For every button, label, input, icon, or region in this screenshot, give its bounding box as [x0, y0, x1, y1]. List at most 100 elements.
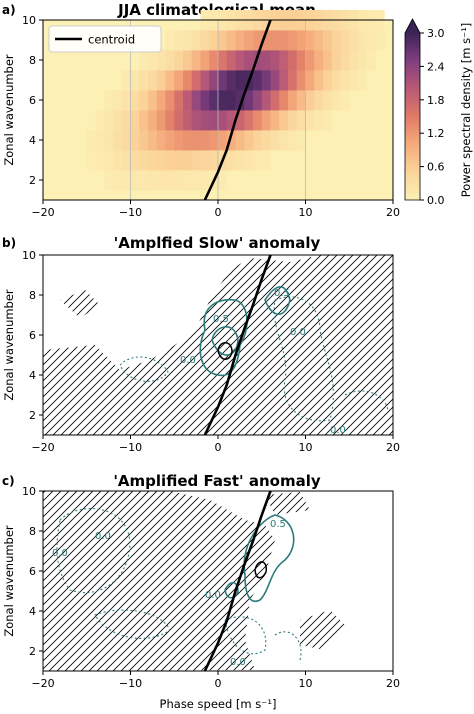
heatmap-cell: [244, 130, 254, 151]
heatmap-cell: [130, 130, 140, 151]
heatmap-cell: [305, 30, 315, 51]
heatmap-cell: [156, 150, 166, 171]
panel-b-ylabel: Zonal wavenumber: [2, 289, 16, 401]
heatmap-cell: [323, 50, 333, 71]
heatmap-cell: [174, 50, 184, 71]
heatmap-cell: [139, 150, 149, 171]
legend: centroid: [48, 25, 162, 53]
heatmap-cell: [104, 150, 114, 171]
heatmap-cell: [296, 50, 306, 71]
legend-box: [48, 25, 162, 53]
heatmap-cell: [191, 50, 201, 71]
x-tick-label: 10: [299, 677, 313, 690]
x-tick-label: −20: [31, 677, 54, 690]
heatmap-cell: [130, 150, 140, 171]
x-tick-label: 20: [386, 677, 400, 690]
heatmap-cell: [218, 70, 228, 91]
panel-b-ticks: −20 −10 0 10 20 2 4 6 8 10: [22, 249, 400, 454]
heatmap-cell: [331, 50, 341, 71]
x-tick-label: −20: [31, 206, 54, 219]
panel-a: a) JJA climatological mean centroid −20−…: [2, 1, 473, 219]
heatmap-cell: [191, 150, 201, 171]
centroid-line: [203, 254, 272, 436]
heatmap-cell: [296, 70, 306, 91]
contour-label: 0.5: [270, 519, 286, 530]
heatmap-cell: [226, 130, 236, 151]
heatmap-cell: [358, 50, 368, 71]
heatmap-cell: [235, 50, 245, 71]
heatmap-cell: [340, 70, 350, 91]
heatmap-cell: [235, 30, 245, 51]
contour-positive: [224, 581, 239, 599]
heatmap-cell: [121, 170, 131, 191]
y-tick-label: 4: [29, 605, 36, 618]
heatmap-cell: [253, 130, 263, 151]
heatmap-cell: [183, 30, 193, 51]
heatmap-cell: [279, 90, 289, 111]
heatmap-cell: [305, 50, 315, 71]
heatmap-cell: [156, 90, 166, 111]
heatmap-cell: [156, 170, 166, 191]
y-tick-label: 2: [29, 645, 36, 658]
heatmap-cell: [174, 30, 184, 51]
heatmap-cell: [104, 130, 114, 151]
x-tick-label: −10: [119, 206, 142, 219]
heatmap-cell: [191, 130, 201, 151]
heatmap-cell: [113, 150, 123, 171]
x-tick-label: 0: [215, 677, 222, 690]
heatmap-cell: [288, 70, 298, 91]
x-tick-label: 0: [215, 206, 222, 219]
heatmap-cell: [139, 170, 149, 191]
y-tick-label: 4: [29, 134, 36, 147]
heatmap-cell: [218, 110, 228, 131]
heatmap-cell: [349, 50, 359, 71]
heatmap-cell: [261, 90, 271, 111]
heatmap-cell: [165, 170, 175, 191]
contour-peak: [254, 561, 267, 579]
heatmap-cell: [314, 110, 324, 131]
hatched-region: [43, 255, 393, 435]
heatmap-cell: [235, 110, 245, 131]
heatmap-cell: [139, 110, 149, 131]
heatmap-cell: [200, 130, 210, 151]
heatmap-cell: [183, 170, 193, 191]
heatmap-cell: [148, 110, 158, 131]
heatmap-cell: [288, 50, 298, 71]
heatmap-cell: [209, 30, 219, 51]
heatmap-cell: [165, 150, 175, 171]
heatmap-cell: [279, 110, 289, 131]
y-tick-label: 6: [29, 565, 36, 578]
heatmap-cell: [86, 150, 96, 171]
heatmap-cell: [349, 70, 359, 91]
contour-positive: [211, 326, 239, 356]
heatmap-cell: [226, 50, 236, 71]
heatmap-cell: [165, 30, 175, 51]
heatmap-cell: [296, 130, 306, 151]
heatmap-cell: [121, 70, 131, 91]
x-tick-label: 20: [386, 206, 400, 219]
heatmap-cell: [226, 90, 236, 111]
contour-label: 0.5: [274, 288, 290, 299]
heatmap-cell: [305, 90, 315, 111]
heatmap-cell: [279, 30, 289, 51]
y-tick-label: 6: [29, 329, 36, 342]
heatmap-cell: [191, 90, 201, 111]
heatmap-cell: [253, 90, 263, 111]
heatmap-cell: [174, 130, 184, 151]
heatmap-cell: [279, 70, 289, 91]
heatmap-cell: [200, 150, 210, 171]
contour-peak: [217, 342, 233, 360]
heatmap-cell: [174, 110, 184, 131]
heatmap-cell: [261, 70, 271, 91]
heatmap-cell: [104, 110, 114, 131]
heatmap-cell: [148, 150, 158, 171]
heatmap-cell: [261, 30, 271, 51]
x-tick-label: 20: [386, 441, 400, 454]
heatmap-cell: [226, 110, 236, 131]
heatmap-cell: [86, 130, 96, 151]
heatmap-cell: [253, 150, 263, 171]
x-tick-label: −10: [119, 441, 142, 454]
x-tick-label: 10: [299, 206, 313, 219]
y-tick-label: 10: [22, 14, 36, 27]
